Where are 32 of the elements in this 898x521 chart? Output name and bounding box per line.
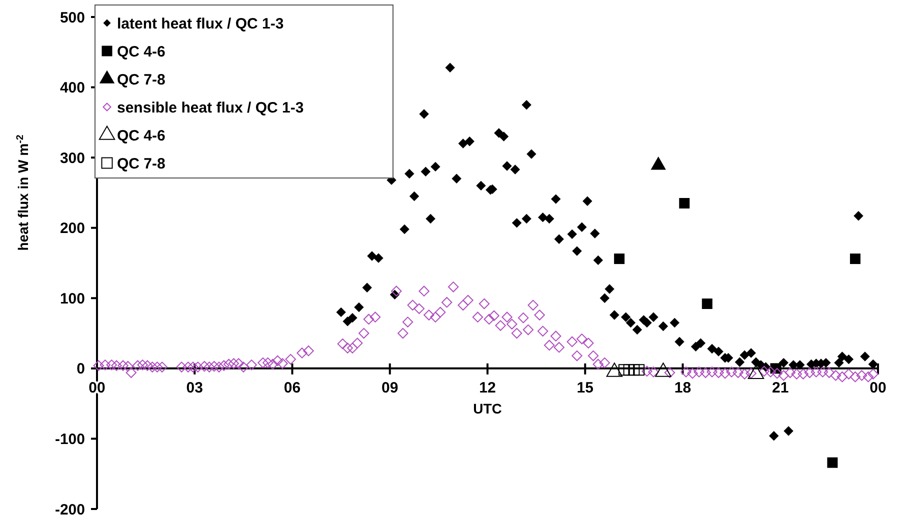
legend-label: QC 7-8 — [117, 71, 166, 88]
x-tick-label: 09 — [382, 379, 398, 396]
y-tick-label: 100 — [60, 290, 85, 308]
legend-label: latent heat flux / QC 1-3 — [117, 15, 284, 32]
x-tick-label: 15 — [576, 379, 594, 396]
legend-label: QC 4-6 — [117, 127, 166, 144]
legend-label: QC 7-8 — [117, 155, 166, 172]
x-axis-title: UTC — [473, 400, 502, 416]
point — [614, 254, 625, 264]
point — [623, 364, 635, 376]
point — [827, 457, 838, 468]
legend-label: sensible heat flux / QC 1-3 — [117, 99, 304, 116]
y-tick-label: 300 — [60, 150, 85, 167]
y-tick-label: -200 — [54, 501, 85, 518]
point — [679, 198, 690, 208]
point — [850, 254, 860, 264]
y-tick-label: 400 — [60, 80, 85, 97]
point — [633, 364, 645, 376]
x-tick-label: 06 — [284, 379, 301, 396]
y-tick-label: -100 — [54, 430, 85, 448]
legend-label: QC 4-6 — [117, 43, 166, 60]
x-tick-label: 21 — [772, 379, 789, 396]
y-tick-label: 500 — [60, 9, 85, 26]
x-tick-label: 18 — [674, 379, 692, 396]
x-tick-label: 00 — [870, 379, 886, 396]
point — [618, 364, 630, 376]
y-tick-label: 0 — [76, 360, 85, 378]
x-tick-label: 03 — [186, 379, 203, 396]
point — [702, 298, 712, 310]
x-tick-label: 12 — [479, 379, 496, 396]
point — [628, 364, 640, 376]
y-tick-label: 200 — [60, 220, 85, 238]
